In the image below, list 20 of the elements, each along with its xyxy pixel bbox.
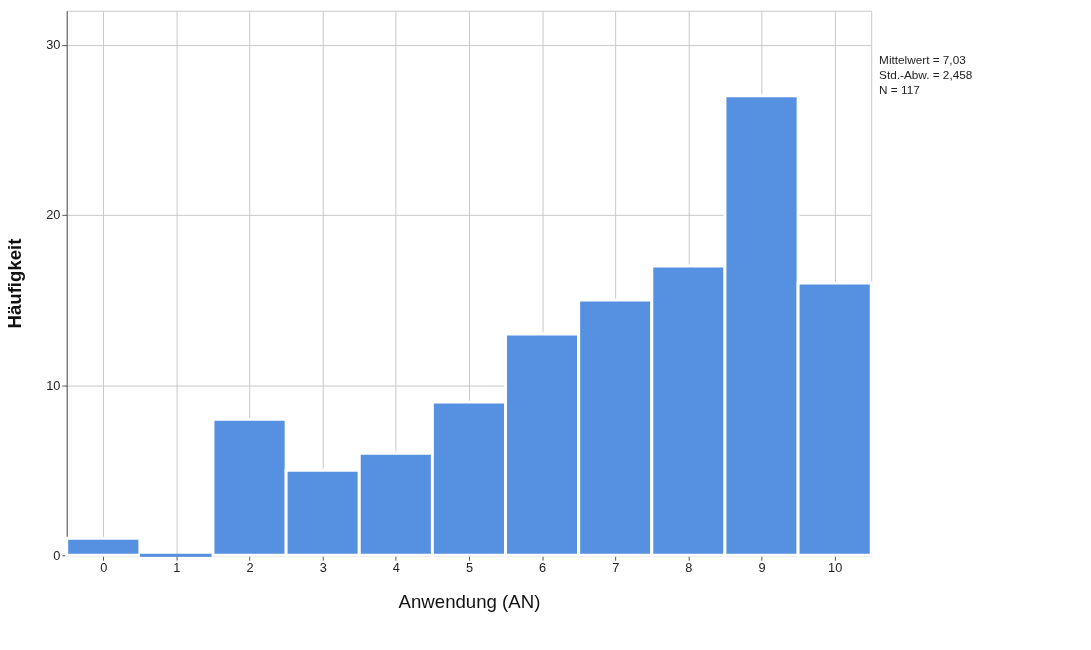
text: N = 117 [879, 82, 920, 96]
x-tick-label: 7 [612, 560, 620, 576]
x-tick-label: 1 [173, 560, 181, 576]
text: Std.-Abw. = 2,458 [879, 67, 973, 81]
x-axis-title: Anwendung (AN) [398, 590, 541, 612]
x-tick-label: 8 [685, 560, 693, 576]
x-tick-label: 4 [392, 560, 400, 576]
y-tick-label: 20 [46, 207, 61, 223]
y-tick-label: 30 [46, 37, 61, 53]
x-tick-label: 10 [828, 560, 843, 576]
y-tick-label: 10 [46, 377, 61, 393]
text: Mittelwert = 7,03 [879, 53, 967, 67]
x-tick-label: 9 [758, 560, 766, 576]
x-tick-label: 2 [246, 560, 254, 576]
y-axis-title: Häufigkeit [3, 238, 25, 329]
x-tick-label: 0 [100, 560, 108, 576]
x-tick-label: 6 [539, 560, 547, 576]
x-tick-label: 5 [465, 560, 474, 576]
x-tick-label: 3 [319, 560, 327, 576]
y-tick-label: 0 [53, 547, 61, 563]
